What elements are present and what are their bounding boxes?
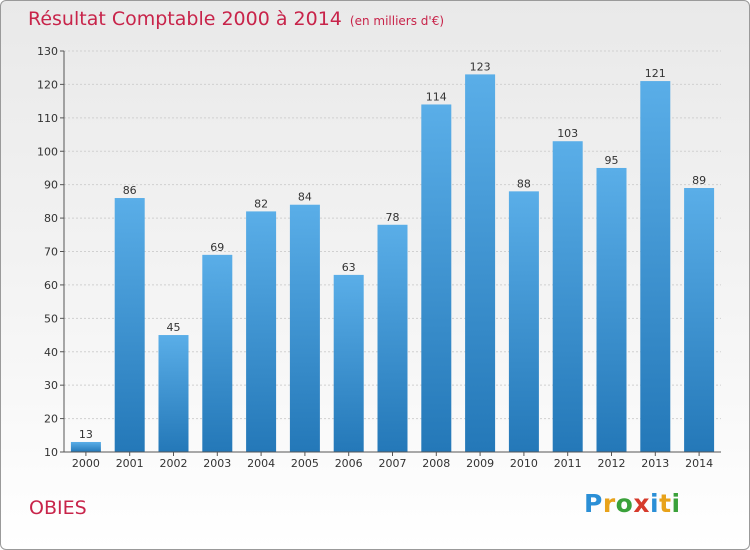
chart-title: Résultat Comptable 2000 à 2014 (en millie… [28, 8, 444, 30]
value-label: 86 [123, 184, 137, 197]
x-tick-label: 2002 [160, 457, 188, 470]
axes [63, 51, 721, 453]
bar [246, 211, 277, 452]
y-tick-label: 10 [44, 446, 58, 459]
bar [70, 441, 101, 452]
x-tick-label: 2008 [422, 457, 450, 470]
y-tick-label: 50 [44, 312, 58, 325]
logo-letter: t [659, 489, 672, 518]
y-tick-label: 20 [44, 413, 58, 426]
proxiti-logo: Proxiti [584, 489, 681, 518]
y-tick-label: 90 [44, 179, 58, 192]
bar [202, 254, 233, 452]
bar [465, 74, 496, 453]
x-tick-label: 2012 [598, 457, 626, 470]
y-tick-label: 70 [44, 246, 58, 259]
x-axis-ticks: 2000 2001 2002 2003 2004 2005 2006 2007 2008 2009… [72, 452, 713, 470]
x-tick-label: 2009 [466, 457, 494, 470]
y-tick-label: 40 [44, 346, 58, 359]
logo-letter: i [650, 489, 660, 518]
value-label: 82 [254, 197, 268, 210]
bars: 13 86 45 69 82 84 63 78 114 123 88 103 95 121 89 [70, 60, 715, 453]
chart-subtitle: (en milliers d'€) [349, 14, 445, 28]
x-tick-label: 2010 [510, 457, 538, 470]
x-tick-label: 2014 [685, 457, 713, 470]
value-label: 84 [298, 191, 312, 204]
y-tick-label: 30 [44, 379, 58, 392]
bar [596, 167, 627, 453]
value-label: 69 [210, 241, 224, 254]
bar [158, 335, 189, 452]
y-tick-label: 80 [44, 212, 58, 225]
bar [377, 224, 408, 452]
x-tick-label: 2003 [203, 457, 231, 470]
logo-letter: P [584, 489, 603, 518]
logo-letter: r [602, 489, 616, 518]
bar [114, 198, 145, 452]
value-label: 89 [692, 174, 706, 187]
chart-title-text: Résultat Comptable 2000 à 2014 [28, 8, 342, 30]
bar [508, 191, 539, 452]
y-tick-label: 60 [44, 279, 58, 292]
value-label: 114 [426, 90, 447, 103]
y-axis-ticks: 10 20 30 40 50 60 70 80 90 100 110 120 130 [37, 45, 64, 459]
x-tick-label: 2011 [554, 457, 582, 470]
x-tick-label: 2013 [641, 457, 669, 470]
value-label: 95 [605, 154, 619, 167]
bar [421, 104, 452, 452]
bar [684, 188, 715, 452]
bar [289, 204, 320, 452]
logo-letter: i [671, 489, 681, 518]
y-tick-label: 130 [37, 45, 58, 58]
bar [333, 274, 364, 452]
y-tick-label: 120 [37, 78, 58, 91]
logo-letter: o [615, 489, 634, 518]
bar [640, 81, 671, 452]
value-label: 78 [386, 211, 400, 224]
value-label: 45 [167, 321, 181, 334]
y-tick-label: 100 [37, 145, 58, 158]
y-tick-label: 110 [37, 112, 58, 125]
value-label: 63 [342, 261, 356, 274]
x-tick-label: 2000 [72, 457, 100, 470]
value-label: 88 [517, 177, 531, 190]
logo-letter: x [633, 489, 650, 518]
x-tick-label: 2001 [116, 457, 144, 470]
value-label: 121 [645, 67, 666, 80]
x-tick-label: 2004 [247, 457, 275, 470]
value-label: 13 [79, 428, 93, 441]
value-label: 123 [470, 60, 491, 73]
bar [552, 141, 583, 452]
x-tick-label: 2006 [335, 457, 363, 470]
x-tick-label: 2007 [379, 457, 407, 470]
commune-name: OBIES [29, 497, 87, 519]
value-label: 103 [557, 127, 578, 140]
x-tick-label: 2005 [291, 457, 319, 470]
